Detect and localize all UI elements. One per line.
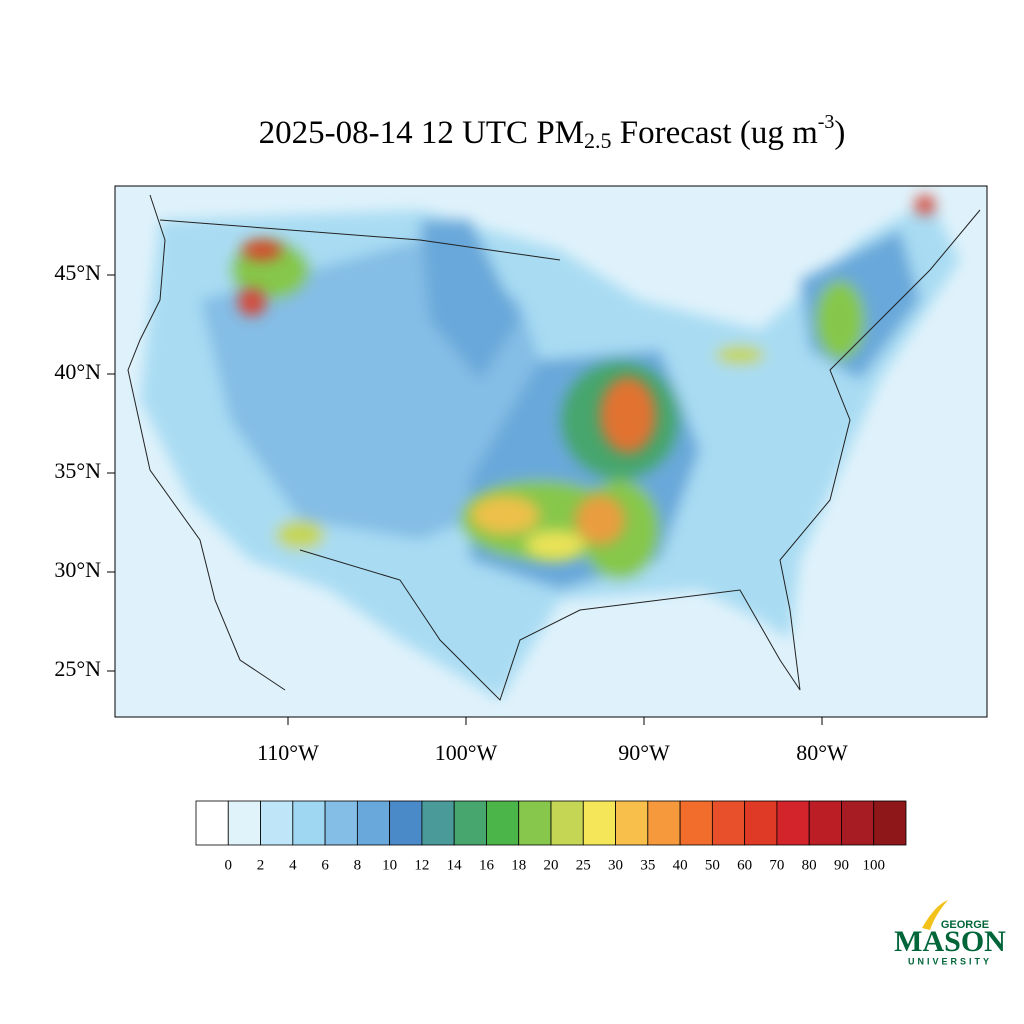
colorbar: 0 2 4 6 8 10 12 14 16 18 20 25 30 35 40 50 60 70 80 90 100 xyxy=(195,800,907,873)
colorbar-label: 18 xyxy=(511,857,526,873)
colorbar-label: 50 xyxy=(705,857,720,873)
lat-tick-label: 40°N xyxy=(54,359,101,384)
lat-tick-label: 35°N xyxy=(54,458,101,483)
logo-bottom: UNIVERSITY xyxy=(908,956,992,966)
colorbar-label: 90 xyxy=(834,857,849,873)
colorbar-label: 60 xyxy=(737,857,752,873)
colorbar-label: 100 xyxy=(862,857,885,873)
title-end: ) xyxy=(834,115,845,151)
colorbar-box xyxy=(453,800,487,846)
colorbar-box xyxy=(776,800,810,846)
colorbar-box xyxy=(324,800,358,846)
colorbar-label: 10 xyxy=(382,857,397,873)
lat-tick-label: 45°N xyxy=(54,260,101,285)
map-frame xyxy=(114,185,988,718)
lat-tick-label: 25°N xyxy=(54,656,101,681)
colorbar-box xyxy=(873,800,907,846)
lon-tick-label: 110°W xyxy=(257,740,319,765)
colorbar-box xyxy=(260,800,294,846)
colorbar-box xyxy=(808,800,842,846)
lat-tick-label: 30°N xyxy=(54,557,101,582)
colorbar-box xyxy=(292,800,326,846)
colorbar-box xyxy=(841,800,875,846)
colorbar-box xyxy=(389,800,423,846)
colorbar-box xyxy=(195,800,229,846)
title-sup: -3 xyxy=(818,111,835,133)
colorbar-box xyxy=(582,800,616,846)
colorbar-box xyxy=(227,800,261,846)
colorbar-box xyxy=(647,800,681,846)
colorbar-label: 25 xyxy=(576,857,591,873)
colorbar-label: 0 xyxy=(225,857,233,873)
title: 2025-08-14 12 UTC PM2.5 Forecast (ug m-3… xyxy=(259,111,846,153)
colorbar-label: 20 xyxy=(544,857,559,873)
colorbar-box xyxy=(615,800,649,846)
title-main: 2025-08-14 12 UTC PM xyxy=(259,115,584,151)
colorbar-label: 4 xyxy=(289,857,297,873)
colorbar-label: 30 xyxy=(608,857,623,873)
colorbar-box xyxy=(744,800,778,846)
title-sub: 2.5 xyxy=(584,128,612,153)
colorbar-label: 40 xyxy=(673,857,688,873)
colorbar-box xyxy=(486,800,520,846)
colorbar-box xyxy=(421,800,455,846)
colorbar-label: 80 xyxy=(802,857,817,873)
colorbar-label: 16 xyxy=(479,857,495,873)
colorbar-label: 70 xyxy=(769,857,784,873)
map xyxy=(115,186,987,717)
lon-tick-label: 100°W xyxy=(435,740,498,765)
logo-main: MASON xyxy=(894,925,1006,958)
colorbar-label: 35 xyxy=(640,857,655,873)
colorbar-box xyxy=(356,800,391,846)
colorbar-box xyxy=(550,800,584,846)
colorbar-box xyxy=(711,800,746,846)
colorbar-label: 8 xyxy=(354,857,362,873)
axes: 45°N 40°N 35°N 30°N 25°N 110°W 100°W 90°W 80°W xyxy=(54,260,848,765)
logo: GEORGE MASON UNIVERSITY xyxy=(894,900,1006,966)
colorbar-label: 12 xyxy=(414,857,429,873)
lon-tick-label: 90°W xyxy=(618,740,670,765)
logo-top: GEORGE xyxy=(941,919,989,931)
lon-tick-label: 80°W xyxy=(796,740,848,765)
colorbar-label: 2 xyxy=(257,857,265,873)
colorbar-box xyxy=(518,800,552,846)
title-middle: Forecast (ug m xyxy=(612,115,819,151)
colorbar-label: 14 xyxy=(447,857,463,873)
colorbar-box xyxy=(679,800,713,846)
colorbar-label: 6 xyxy=(321,857,329,873)
